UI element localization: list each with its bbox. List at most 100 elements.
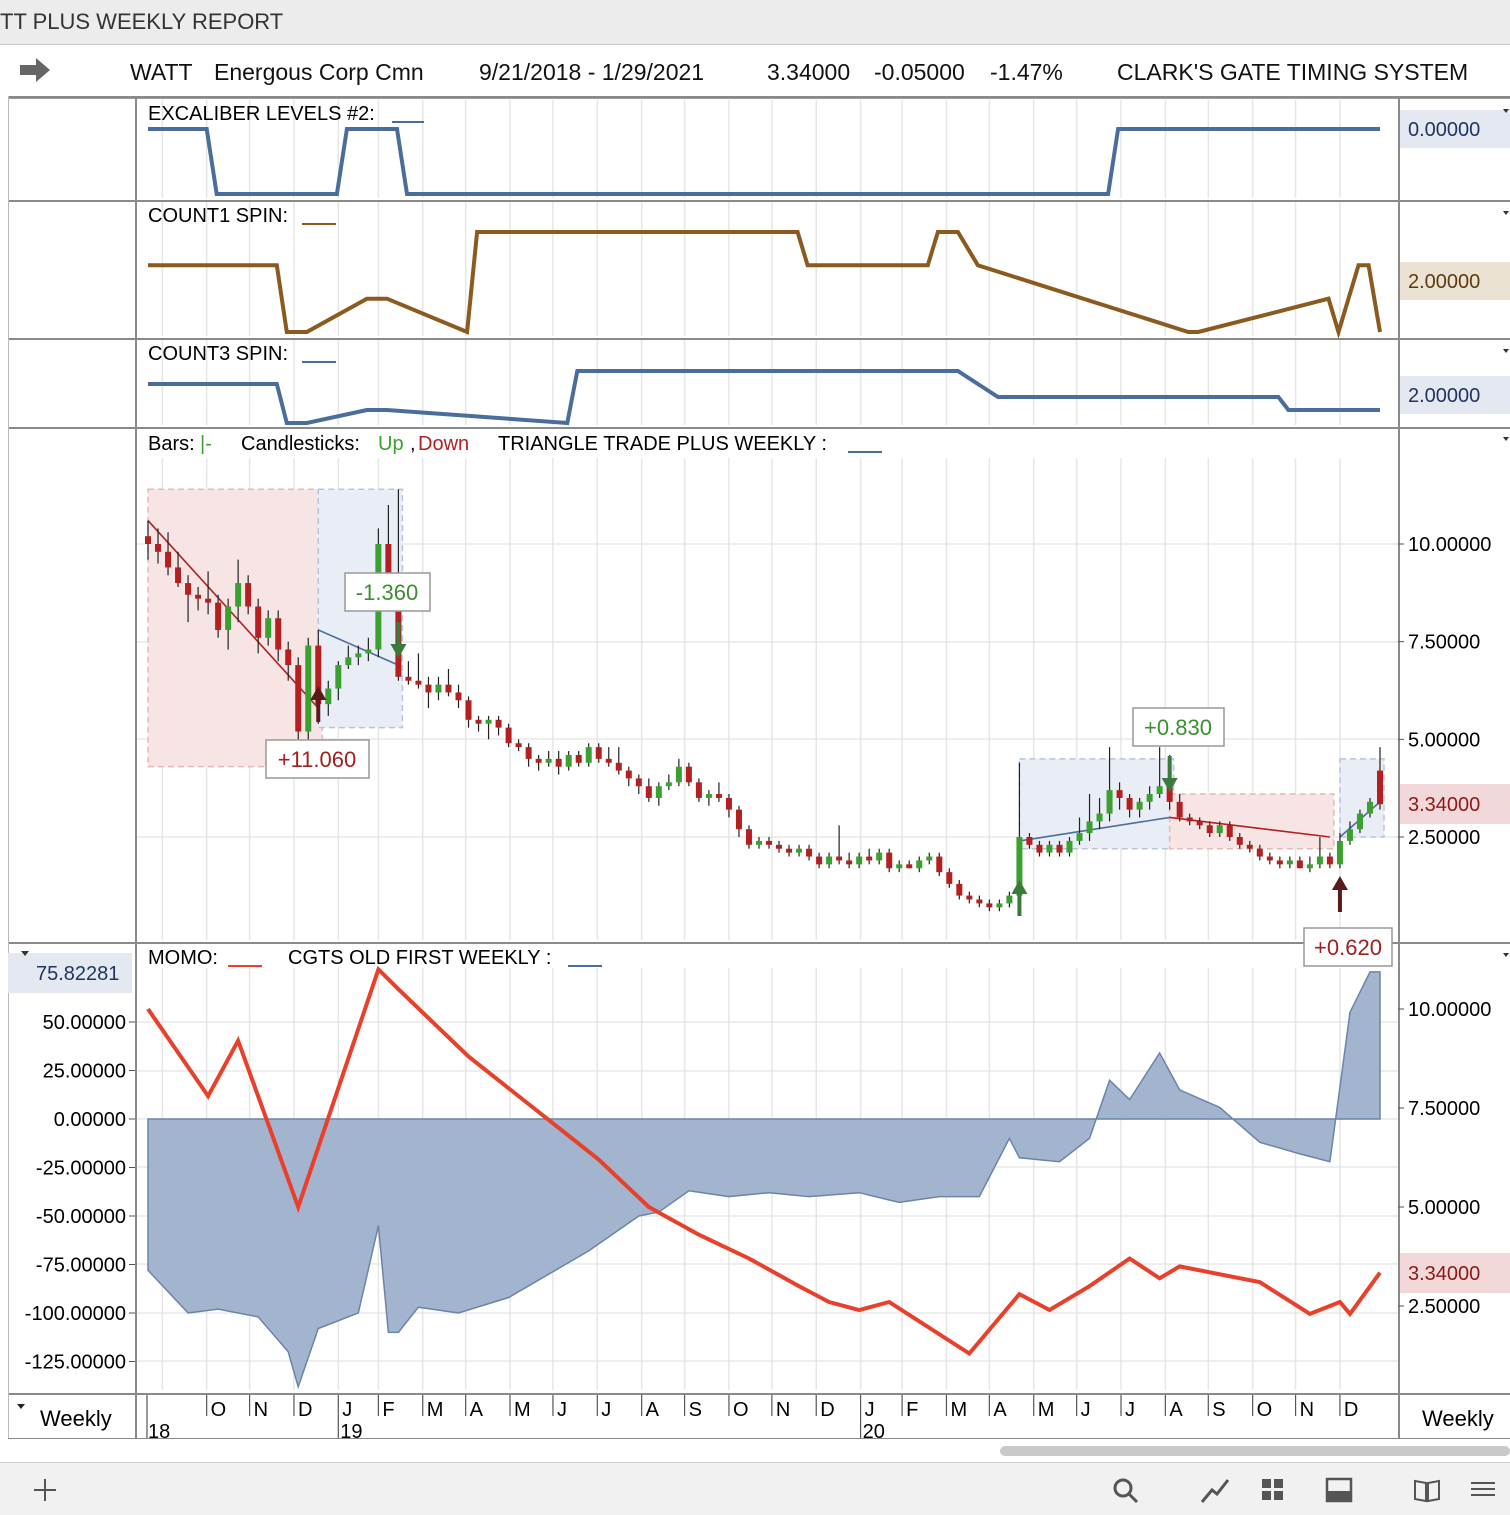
period-label-right[interactable]: Weekly [1422, 1406, 1494, 1431]
candle-up [1146, 794, 1153, 802]
panel-divider [8, 338, 1510, 340]
add-icon[interactable] [30, 1475, 60, 1505]
candle-down [245, 583, 252, 607]
candle-down [1056, 844, 1063, 853]
candle-down [635, 778, 642, 787]
momo-left-tick-label: 25.00000 [43, 1061, 126, 1083]
callout-minus-1-360: -1.360 [344, 572, 431, 612]
buy-signal-arrow [1331, 876, 1348, 912]
month-label: J [557, 1399, 567, 1421]
month-label: J [1081, 1399, 1091, 1421]
candle-up [1156, 786, 1163, 795]
panel-divider [8, 200, 1510, 202]
panel-menu-chevron-icon[interactable] [1503, 437, 1509, 441]
candle-up [1216, 825, 1223, 834]
panel-layout-icon[interactable] [1324, 1475, 1354, 1505]
horizontal-scrollbar[interactable] [1000, 1446, 1510, 1456]
period-dropdown-icon[interactable] [17, 1404, 25, 1409]
candle-down [946, 872, 953, 884]
candle-down [615, 762, 622, 771]
month-label: F [906, 1399, 918, 1421]
bars-label: Bars: [148, 433, 195, 455]
symbol-ticker: WATT [130, 59, 193, 85]
candle-down [535, 758, 542, 763]
candle-down [1116, 790, 1123, 798]
menu-lines-icon[interactable] [1468, 1475, 1498, 1505]
candle-down [1246, 844, 1253, 849]
candle-down [465, 700, 472, 720]
candle-down [495, 719, 502, 728]
chart-line-icon[interactable] [1200, 1475, 1230, 1505]
candle-down [595, 747, 602, 759]
candle-down [836, 856, 843, 861]
panel-menu-chevron-icon[interactable] [1503, 953, 1509, 957]
panel-menu-chevron-icon[interactable] [21, 951, 29, 956]
candlesticks-label: Candlesticks: [241, 433, 360, 455]
year-label: 18 [148, 1421, 170, 1443]
candle-up [1106, 790, 1113, 814]
candle-down [165, 551, 172, 568]
period-label-left[interactable]: Weekly [40, 1406, 112, 1431]
callout-text: +11.060 [278, 747, 357, 772]
month-label: F [382, 1399, 394, 1421]
price-tick-label: 10.00000 [1408, 534, 1491, 556]
momo-left-tick-label: -100.00000 [25, 1303, 126, 1325]
momo-left-tick-label: 0.00000 [54, 1109, 126, 1131]
candle-down [1176, 801, 1183, 818]
sell-signal-arrow [1161, 756, 1178, 792]
chart-area[interactable]: EXCALIBER LEVELS #2: COUNT1 SPIN: COUNT3… [0, 0, 1510, 1462]
candle-up [916, 860, 923, 869]
candle-up [1086, 821, 1093, 834]
candle-down [215, 602, 222, 630]
momo-left-axis-ticks: 50.00000 25.00000 0.00000 -25.00000 -50.0000… [25, 1012, 135, 1374]
month-label: N [776, 1399, 790, 1421]
panel-divider [8, 427, 1510, 429]
candle-down [1326, 856, 1333, 865]
panel-menu-chevron-icon[interactable] [1503, 109, 1509, 113]
book-icon[interactable] [1412, 1475, 1442, 1505]
candle-up [1316, 856, 1323, 865]
candle-down [1266, 856, 1273, 861]
candle-down [1126, 797, 1133, 810]
price-axis-ticks: 10.00000 7.50000 5.00000 2.50000 [1398, 534, 1491, 849]
candle-down [455, 692, 462, 701]
candle-down [425, 684, 432, 693]
forward-arrow-icon[interactable] [18, 57, 52, 83]
grid-layout-icon[interactable] [1258, 1475, 1288, 1505]
momo-left-tick-label: -125.00000 [25, 1352, 126, 1374]
callout-plus-0-620: +0.620 [1303, 927, 1393, 967]
callout-text: +0.620 [1314, 935, 1382, 960]
candle-up [225, 606, 232, 630]
price-tick-label: 2.50000 [1408, 827, 1480, 849]
candle-down [645, 786, 652, 798]
panel-menu-chevron-icon[interactable] [1503, 211, 1509, 215]
svg-text:2.00000: 2.00000 [1408, 271, 1480, 293]
candle-down [1377, 770, 1383, 805]
momo-right-tick-label: 5.00000 [1408, 1197, 1480, 1219]
month-label: D [820, 1399, 834, 1421]
bars-symbol: |- [200, 433, 212, 455]
month-label: M [427, 1399, 444, 1421]
candle-up [876, 852, 883, 861]
candle-up [856, 856, 863, 865]
candle-down [195, 594, 202, 599]
year-label: 20 [863, 1421, 885, 1443]
candle-up [1306, 864, 1313, 869]
candle-down [866, 856, 873, 861]
candle-down [1206, 825, 1213, 834]
candle-up [1076, 833, 1083, 841]
price-change-percent: -1.47% [990, 59, 1063, 85]
candle-up [1096, 813, 1103, 822]
svg-text:3.34000: 3.34000 [1408, 794, 1480, 816]
count1-label: COUNT1 SPIN: [148, 205, 288, 227]
candle-down [1276, 860, 1283, 865]
candle-up [235, 583, 242, 607]
panel-menu-chevron-icon[interactable] [1503, 349, 1509, 353]
candle-down [806, 848, 813, 857]
candle-up [896, 864, 903, 869]
system-name: CLARK'S GATE TIMING SYSTEM [1117, 59, 1469, 85]
search-icon[interactable] [1110, 1475, 1140, 1505]
right-axis-border [1398, 96, 1400, 1438]
candle-up [1366, 801, 1373, 814]
candle-down [745, 829, 752, 845]
